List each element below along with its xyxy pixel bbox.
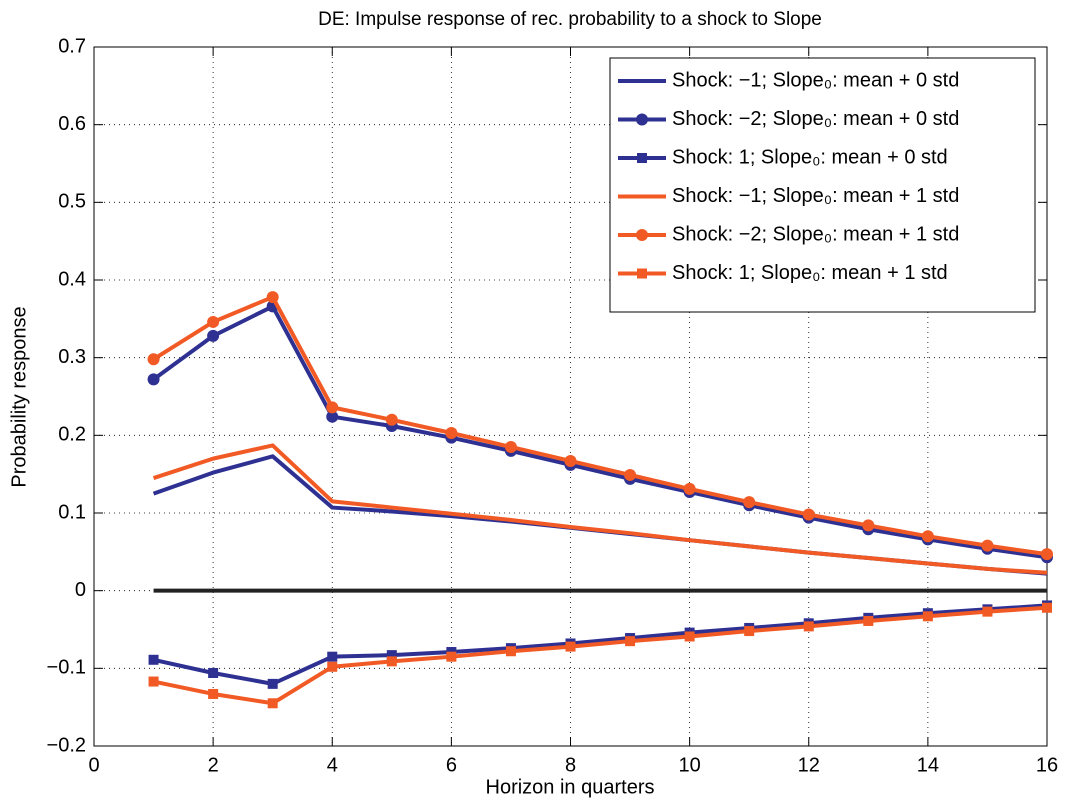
x-tick-label: 6 (446, 754, 457, 776)
y-tick-label: 0.7 (58, 35, 86, 57)
y-tick-label: 0.6 (58, 113, 86, 135)
point-marker (386, 650, 397, 661)
y-tick-label: −0.1 (47, 657, 86, 679)
point-marker (147, 353, 160, 366)
point-marker (326, 401, 339, 414)
point-marker (148, 676, 159, 687)
legend-label: Shock: −1; Slope₀: mean + 0 std (672, 69, 959, 91)
x-tick-label: 16 (1036, 754, 1058, 776)
point-marker (208, 688, 219, 699)
x-tick-label: 2 (208, 754, 219, 776)
legend-marker (636, 229, 648, 241)
point-marker (148, 654, 159, 665)
point-marker (624, 468, 637, 481)
y-tick-label: 0 (75, 579, 86, 601)
point-marker (385, 413, 398, 426)
point-marker (326, 410, 339, 423)
y-axis-label: Probability response (8, 306, 30, 487)
y-tick-label: −0.2 (47, 734, 86, 756)
x-tick-label: 8 (565, 754, 576, 776)
y-tick-label: 0.3 (58, 346, 86, 368)
x-tick-label: 12 (798, 754, 820, 776)
legend-box (609, 57, 1036, 313)
series-line (152, 295, 1048, 557)
y-tick-label: 0.1 (58, 501, 86, 523)
x-tick-label: 14 (917, 754, 939, 776)
point-marker (921, 530, 934, 543)
point-marker (564, 454, 577, 467)
y-tick-label: 0.4 (58, 268, 86, 290)
point-marker (207, 315, 220, 328)
point-marker (565, 641, 576, 652)
point-marker (683, 482, 696, 495)
point-marker (266, 291, 279, 304)
y-tick-label: 0.2 (58, 424, 86, 446)
point-marker (147, 373, 160, 386)
x-tick-label: 4 (327, 754, 338, 776)
legend-marker (636, 113, 648, 126)
point-marker (267, 698, 278, 709)
point-marker (803, 621, 814, 632)
point-marker (386, 656, 397, 667)
point-marker (505, 646, 516, 657)
point-marker (208, 667, 219, 678)
point-marker (625, 636, 636, 647)
legend: Shock: −1; Slope₀: mean + 0 std Shock: −2… (609, 57, 1036, 313)
legend-marker (637, 268, 647, 279)
point-marker (981, 539, 994, 552)
point-marker (446, 651, 457, 662)
point-marker (504, 440, 517, 453)
point-marker (207, 329, 220, 342)
series-line (152, 443, 1048, 575)
point-marker (802, 508, 815, 521)
point-marker (922, 611, 933, 622)
point-marker (267, 678, 278, 689)
point-marker (743, 496, 756, 509)
legend-label: Shock: 1; Slope₀: mean + 0 std (672, 146, 948, 168)
x-tick-label: 0 (88, 754, 99, 776)
chart-title: DE: Impulse response of rec. probability… (318, 9, 822, 30)
point-marker (445, 427, 458, 440)
point-marker (862, 519, 875, 532)
point-marker (684, 631, 695, 642)
point-marker (744, 626, 755, 637)
legend-label: Shock: −2; Slope₀: mean + 1 std (672, 223, 959, 245)
point-marker (327, 651, 338, 662)
legend-label: Shock: −2; Slope₀: mean + 0 std (672, 108, 959, 130)
legend-label: Shock: 1; Slope₀: mean + 1 std (672, 262, 948, 284)
point-marker (982, 606, 993, 617)
series-line (153, 603, 1048, 686)
y-tick-label: 0.5 (58, 191, 86, 213)
series-line (152, 304, 1048, 560)
point-marker (327, 661, 338, 672)
point-marker (863, 615, 874, 626)
plot-frame (93, 46, 1048, 747)
x-axis-label: Horizon in quarters (486, 776, 655, 798)
series-line (152, 454, 1048, 576)
legend-label: Shock: −1; Slope₀: mean + 1 std (672, 185, 959, 207)
point-marker (1041, 548, 1053, 561)
point-marker (1042, 602, 1052, 613)
series-line (153, 605, 1048, 706)
legend-marker (637, 153, 647, 163)
x-tick-label: 10 (679, 754, 701, 776)
